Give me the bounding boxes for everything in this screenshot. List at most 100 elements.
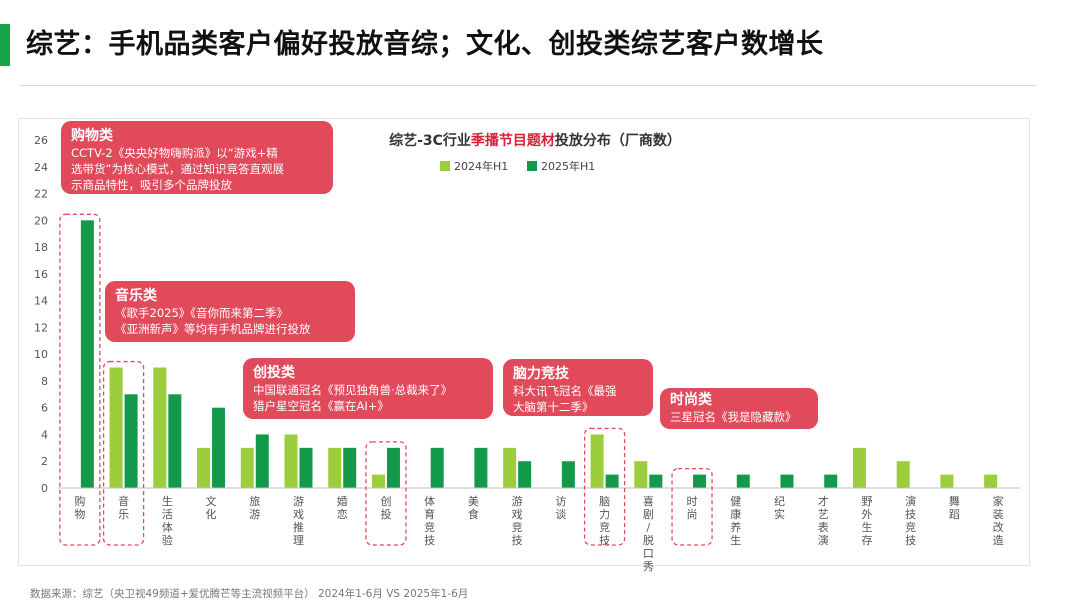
bar-2025 bbox=[474, 447, 488, 488]
x-tick-label: 创投 bbox=[380, 495, 391, 521]
y-tick-label: 14 bbox=[34, 295, 48, 308]
callout-music-title: 音乐类 bbox=[115, 288, 157, 304]
y-tick-label: 26 bbox=[34, 134, 48, 147]
bar-2024 bbox=[240, 447, 254, 488]
highlight-box bbox=[583, 427, 626, 546]
callout-fashion-title: 时尚类 bbox=[670, 392, 712, 408]
highlight-box bbox=[59, 213, 101, 546]
bar-2024 bbox=[503, 447, 517, 488]
bar-2025 bbox=[168, 394, 182, 488]
chart-title: 综艺-3C行业季播节目题材投放分布（厂商数） bbox=[389, 132, 681, 149]
x-tick-label: 喜剧/脱口秀 bbox=[643, 495, 654, 573]
bar-2025 bbox=[518, 461, 532, 488]
x-tick-label: 文化 bbox=[206, 494, 217, 521]
x-tick-label: 游戏推理 bbox=[293, 495, 304, 547]
x-tick-label: 音乐 bbox=[118, 494, 129, 521]
legend-label-2024: 2024年H1 bbox=[454, 159, 508, 173]
bar-2025 bbox=[605, 474, 619, 488]
x-axis: 购物 音乐 生活体验 文化 旅游 游戏推理 婚恋 创投 体育竞技 美食 游戏竞技 访谈 脑力竞技 喜剧/脱… bbox=[58, 487, 1020, 573]
chart-legend: 2024年H1 2025年H1 bbox=[440, 159, 595, 173]
callout-music-line-1: 《歌手2025》《音你而来第二季》 bbox=[115, 306, 289, 320]
callout-shopping-line-2: 选带货”为核心模式，通过知识竞答直观展 bbox=[71, 162, 284, 176]
bar-2024 bbox=[371, 474, 385, 488]
callout-shopping: 购物类 CCTV-2《央央好物嗨购派》以“游戏+精 选带货”为核心模式，通过知识… bbox=[61, 121, 333, 194]
x-tick-label: 时尚 bbox=[687, 495, 698, 521]
bar-2024 bbox=[634, 461, 648, 488]
callout-music: 音乐类 《歌手2025》《音你而来第二季》 《亚洲新声》等均有手机品牌进行投放 bbox=[105, 281, 355, 342]
callout-venture-line-1: 中国联通冠名《预见独角兽·总裁来了》 bbox=[253, 383, 453, 397]
legend-label-2025: 2025年H1 bbox=[541, 159, 595, 173]
x-tick-label: 才艺表演 bbox=[818, 494, 829, 547]
x-tick-label: 脑力竞技 bbox=[599, 495, 610, 547]
callout-shopping-title: 购物类 bbox=[71, 128, 113, 144]
callout-venture: 创投类 中国联通冠名《预见独角兽·总裁来了》 猎户星空冠名《赢在AI+》 bbox=[243, 358, 493, 419]
bar-2025 bbox=[212, 407, 226, 488]
bar-2025 bbox=[693, 474, 707, 488]
x-tick-label: 购物 bbox=[74, 494, 85, 521]
bar-2025 bbox=[343, 447, 357, 488]
bar-2024 bbox=[590, 434, 604, 488]
x-tick-label: 游戏竞技 bbox=[512, 495, 523, 547]
x-tick-label: 生活体验 bbox=[162, 494, 173, 547]
chart-title-part-3: 投放分布（厂商数） bbox=[555, 132, 681, 149]
y-tick-label: 24 bbox=[34, 161, 48, 174]
bar-2024 bbox=[153, 367, 167, 488]
bar-2024 bbox=[197, 447, 211, 488]
legend-swatch-2024 bbox=[440, 161, 450, 171]
bar-2025 bbox=[430, 447, 444, 488]
bar-2024 bbox=[984, 474, 998, 488]
y-tick-label: 8 bbox=[41, 375, 48, 388]
x-tick-label: 体育竞技 bbox=[424, 494, 435, 547]
bar-2025 bbox=[80, 220, 94, 489]
y-tick-label: 0 bbox=[41, 482, 48, 495]
x-tick-label: 婚恋 bbox=[337, 494, 348, 521]
page-title: 综艺：手机品类客户偏好投放音综；文化、创投类综艺客户数增长 bbox=[26, 29, 824, 60]
bar-2024 bbox=[896, 461, 910, 488]
callout-brain-line-2: 大脑第十二季》 bbox=[513, 400, 594, 414]
x-tick-label: 健康养生 bbox=[730, 495, 741, 547]
y-tick-label: 12 bbox=[34, 321, 48, 334]
bar-2025 bbox=[386, 447, 400, 488]
bar-2025 bbox=[124, 394, 138, 488]
highlight-box bbox=[102, 360, 145, 546]
bar-2024 bbox=[284, 434, 298, 488]
callout-venture-title: 创投类 bbox=[253, 365, 295, 381]
category-highlights bbox=[59, 213, 713, 546]
y-tick-label: 4 bbox=[41, 428, 48, 441]
bar-2025 bbox=[736, 474, 750, 488]
bar-2024 bbox=[940, 474, 954, 488]
x-tick-label: 野外生存 bbox=[861, 495, 872, 547]
y-tick-label: 6 bbox=[41, 402, 48, 415]
callout-shopping-line-1: CCTV-2《央央好物嗨购派》以“游戏+精 bbox=[71, 146, 278, 160]
title-divider bbox=[20, 85, 1036, 86]
bar-2025 bbox=[824, 474, 838, 488]
bars bbox=[80, 220, 998, 489]
callout-fashion-line-1: 三星冠名《我是隐藏款》 bbox=[670, 410, 797, 424]
callout-venture-line-2: 猎户星空冠名《赢在AI+》 bbox=[253, 399, 389, 413]
highlight-box bbox=[671, 467, 713, 546]
callout-brain-line-1: 科大讯飞冠名《最强 bbox=[513, 384, 617, 398]
y-tick-label: 10 bbox=[34, 348, 48, 361]
bar-2025 bbox=[649, 474, 663, 488]
callout-music-line-2: 《亚洲新声》等均有手机品牌进行投放 bbox=[115, 322, 311, 336]
callout-brain: 脑力竞技 科大讯飞冠名《最强 大脑第十二季》 bbox=[503, 359, 653, 416]
x-tick-label: 旅游 bbox=[249, 494, 260, 521]
bar-2025 bbox=[255, 434, 269, 488]
title-accent-bar bbox=[0, 24, 10, 66]
chart-title-part-1: 综艺-3C行业 bbox=[389, 132, 471, 149]
x-tick-label: 家装改造 bbox=[993, 494, 1004, 547]
bar-2025 bbox=[780, 474, 794, 488]
bar-2025 bbox=[561, 461, 575, 488]
x-tick-label: 舞蹈 bbox=[949, 495, 960, 521]
x-tick-label: 访谈 bbox=[555, 495, 566, 521]
data-source-note: 数据来源：综艺（央卫视49频道+爱优腾芒等主流视频平台） 2024年1-6月 V… bbox=[30, 588, 469, 600]
x-tick-label: 美食 bbox=[468, 495, 479, 521]
y-tick-label: 20 bbox=[34, 214, 48, 227]
y-tick-label: 2 bbox=[41, 455, 48, 468]
x-tick-label: 演技竞技 bbox=[905, 494, 916, 547]
callout-shopping-line-3: 示商品特性，吸引多个品牌投放 bbox=[71, 178, 232, 192]
bar-2024 bbox=[852, 447, 866, 488]
y-tick-label: 18 bbox=[34, 241, 48, 254]
